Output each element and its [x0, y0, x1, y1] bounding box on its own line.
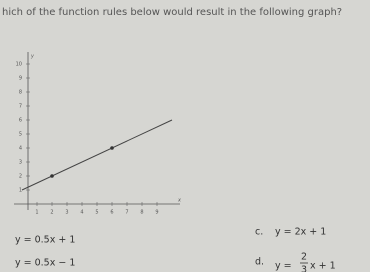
- option-text: y = 2x + 1: [275, 227, 326, 238]
- x-tick-label: 4: [80, 210, 83, 216]
- option-text: y = 0.5x − 1: [15, 258, 75, 269]
- x-tick-label: 8: [140, 210, 143, 216]
- options: y = 0.5x + 1 y = 0.5x − 1 c. y = 2x + 1 d. y …: [15, 227, 336, 272]
- y-tick-label: 2: [19, 174, 22, 180]
- y-tick-label: 3: [19, 160, 22, 166]
- y-axis-label: y: [30, 54, 35, 60]
- y-tick-label: 9: [19, 76, 22, 82]
- x-tick-label: 3: [65, 210, 68, 216]
- y-tick-label: 8: [19, 90, 22, 96]
- option-prefix: y =: [275, 261, 292, 272]
- point: [50, 174, 54, 178]
- y-tick-label: 1: [19, 188, 22, 194]
- option-letter: c.: [255, 227, 263, 238]
- option-letter: d.: [255, 257, 264, 268]
- question: hich of the function rules below would r…: [2, 7, 342, 18]
- x-tick-label: 1: [35, 210, 38, 216]
- option-suffix: x + 1: [310, 261, 336, 272]
- graph-line: [21, 119, 173, 191]
- x-tick-label: 9: [155, 210, 158, 216]
- y-tick-label: 4: [19, 146, 22, 152]
- point: [110, 146, 114, 150]
- graph: x y 1 2 3 4 5 6 7 8 9 1 2 3 4 5 6 7 8 9 10: [14, 52, 181, 216]
- option-text: y = 0.5x + 1: [15, 235, 75, 246]
- x-tick-label: 5: [95, 210, 98, 216]
- option-denominator: 3: [301, 265, 307, 272]
- x-tick-label: 6: [110, 210, 113, 216]
- y-tick-label: 10: [16, 62, 22, 68]
- x-tick-label: 7: [125, 210, 128, 216]
- x-tick-label: 2: [50, 210, 53, 216]
- y-tick-label: 6: [19, 118, 22, 124]
- option-numerator: 2: [301, 252, 307, 263]
- y-tick-label: 5: [19, 132, 22, 138]
- x-axis-label: x: [177, 198, 181, 204]
- y-tick-label: 7: [19, 104, 22, 110]
